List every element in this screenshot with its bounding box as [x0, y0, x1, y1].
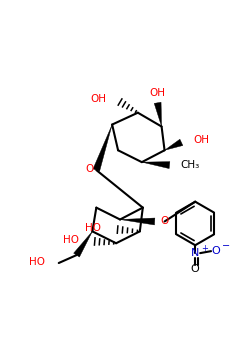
Text: HO: HO [85, 223, 101, 233]
Text: N: N [191, 248, 200, 258]
Polygon shape [154, 102, 162, 127]
Text: O: O [212, 246, 220, 256]
Text: CH₃: CH₃ [180, 160, 200, 170]
Text: HO: HO [29, 257, 45, 267]
Text: O: O [85, 164, 94, 174]
Text: OH: OH [193, 135, 209, 145]
Polygon shape [120, 218, 155, 225]
Text: −: − [222, 241, 230, 251]
Polygon shape [74, 231, 92, 257]
Text: HO: HO [62, 235, 78, 245]
Polygon shape [164, 139, 183, 150]
Text: O: O [191, 264, 200, 274]
Text: O: O [160, 217, 169, 226]
Polygon shape [93, 125, 112, 171]
Text: +: + [201, 244, 208, 253]
Polygon shape [142, 162, 170, 169]
Text: OH: OH [150, 88, 166, 98]
Text: OH: OH [90, 94, 106, 104]
